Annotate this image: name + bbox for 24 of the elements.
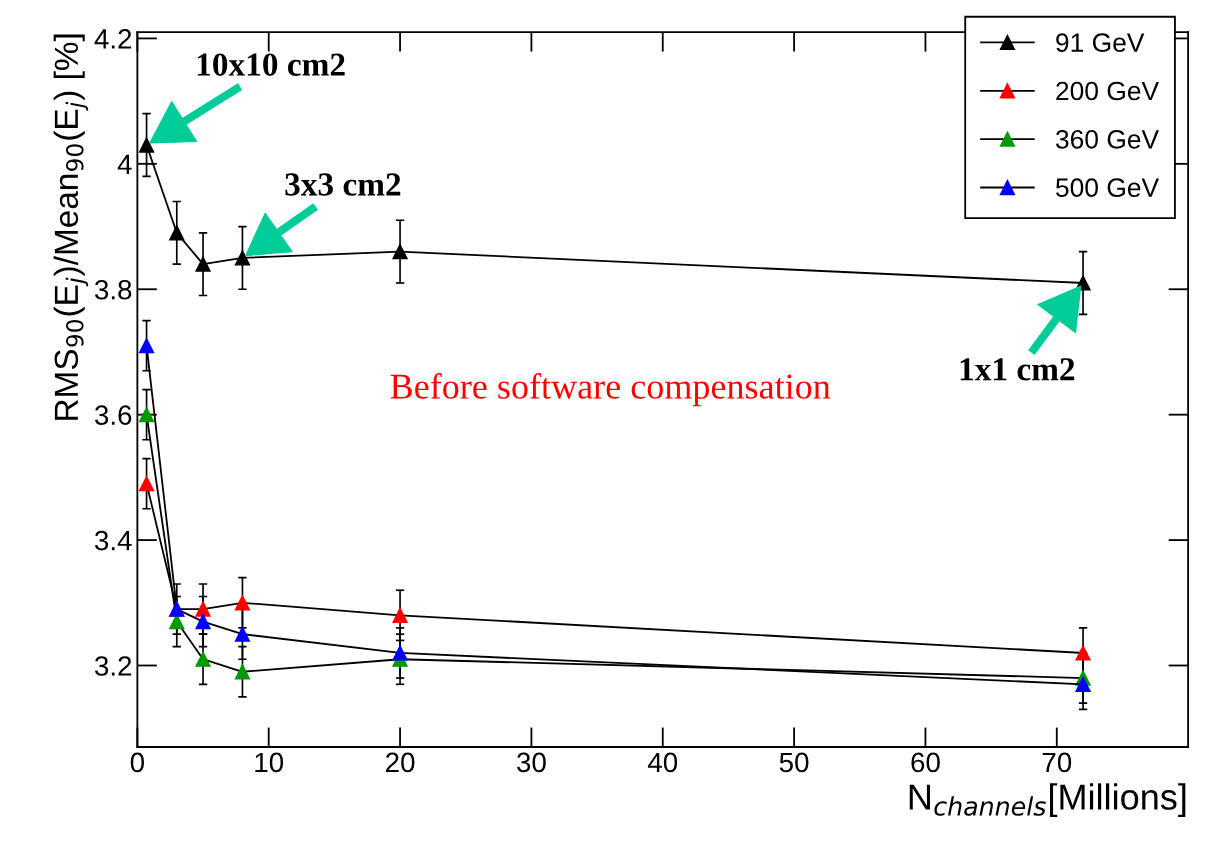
- x-tick-label: 50: [779, 752, 809, 773]
- legend-label: 91 GeV: [1056, 33, 1145, 52]
- y-tick-label: 3.2: [94, 656, 132, 676]
- x-tick-label: 60: [911, 752, 940, 773]
- x-tick-label: 10: [255, 752, 284, 773]
- y-tick-label: 3.4: [94, 530, 132, 551]
- x-tick-label: 40: [647, 752, 678, 773]
- y-tick-label: 3.8: [94, 279, 132, 300]
- y-tick-label: 4: [117, 154, 132, 174]
- x-tick-label: 0: [130, 752, 145, 773]
- annotation: 1x1 cm2: [960, 358, 1075, 381]
- y-tick-label: 3.6: [94, 405, 132, 425]
- annotation: 10x10 cm2: [197, 53, 345, 76]
- legend-label: 500 GeV: [1056, 178, 1159, 198]
- text: RMS$_{90}$(E$_{j}$)/Mean$_{90}$(E$_{j}$) [%]: [53, 34, 89, 420]
- annotation: Before software compensation: [390, 373, 831, 407]
- legend-label: 360 GeV: [1055, 129, 1159, 149]
- x-axis-title: N$_{channels}$[Millions]: [909, 783, 1186, 817]
- legend-label: 200 GeV: [1056, 81, 1159, 101]
- annotation: 3x3 cm2: [285, 173, 401, 196]
- x-tick-label: 70: [1042, 752, 1072, 773]
- y-tick-label: 4.2: [94, 29, 132, 49]
- x-tick-label: 30: [517, 752, 546, 773]
- x-tick-label: 20: [386, 752, 415, 773]
